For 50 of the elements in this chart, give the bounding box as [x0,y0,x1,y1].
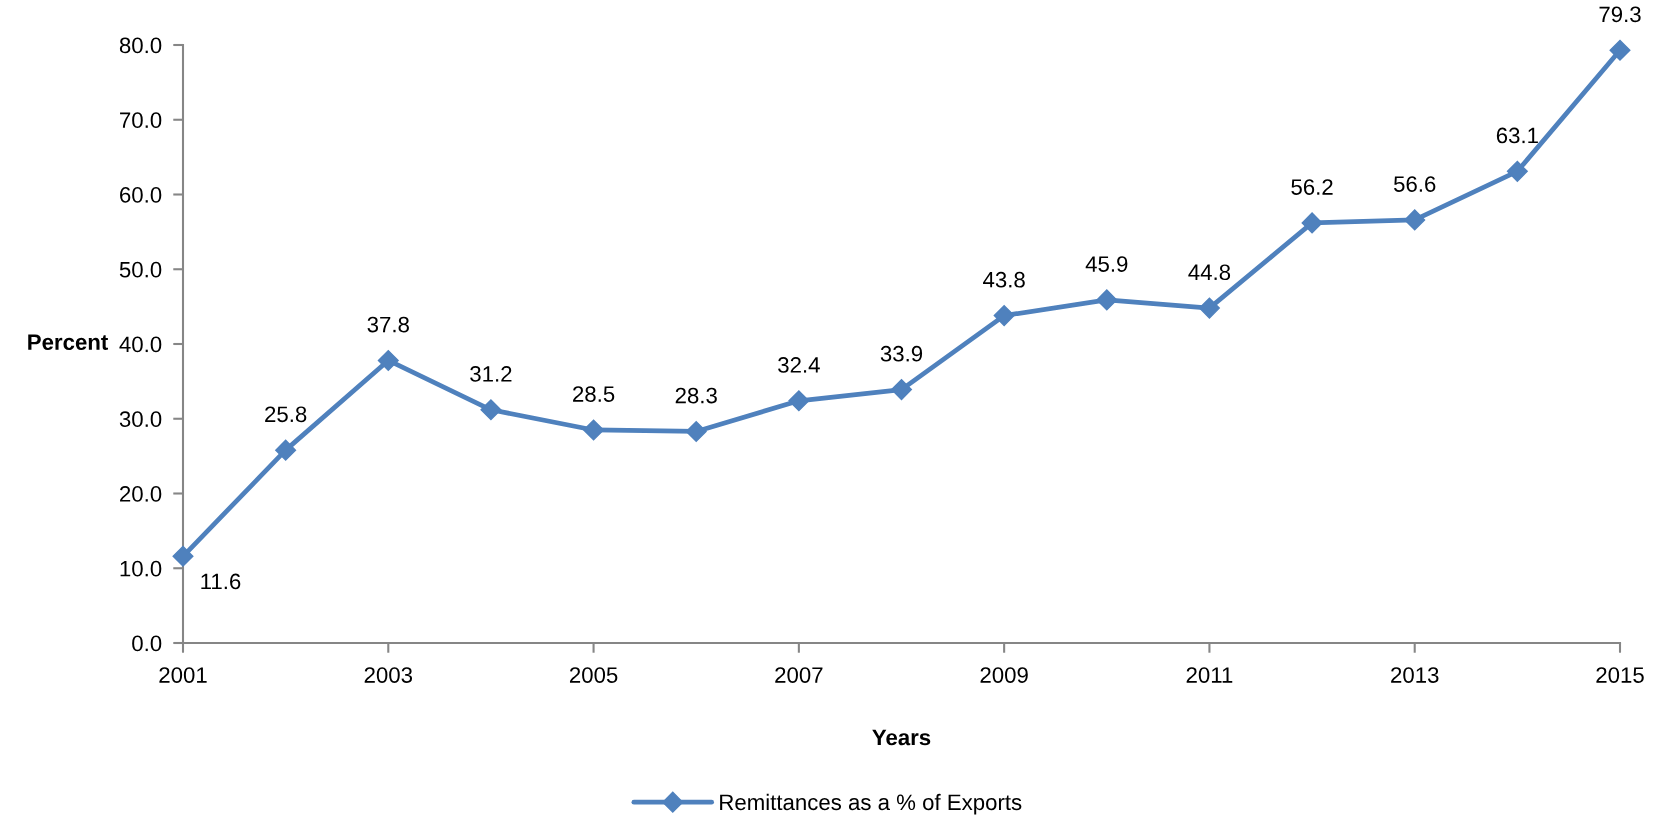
point [1609,39,1631,61]
point [1506,160,1528,182]
point [480,399,502,421]
point [1096,289,1118,311]
point [377,349,399,371]
data-label: 45.9 [1085,256,1128,272]
y-axis-title: Percent [28,334,109,350]
data-label: 63.1 [1496,127,1538,144]
x-axis-title: Years [872,729,931,746]
point [890,379,913,401]
x-tick-label: 2001 [159,667,207,683]
y-tick-label: 80.0 [119,37,162,54]
data-label: 11.6 [201,573,241,590]
point [993,305,1015,327]
y-tick-label: 60.0 [120,187,162,203]
data-label: 56.6 [1393,176,1436,192]
x-tick-label: 2007 [775,667,823,683]
data-label: 33.9 [880,345,923,362]
legend-label: Remittances as a % of Exports [720,793,1022,815]
point [275,439,297,461]
y-tick-label: 40.0 [119,336,162,353]
x-tick-label: 2003 [364,667,413,683]
x-tick-label: 2009 [980,667,1028,683]
point [1404,209,1426,231]
data-label: 28.5 [573,386,615,402]
data-label: 43.8 [983,271,1025,288]
x-tick-label: 2005 [569,667,618,683]
data-label: 32.4 [778,357,820,373]
point [788,390,810,412]
y-tick-label: 10.0 [120,560,162,577]
data-label: 28.3 [675,387,717,404]
x-tick-label: 2013 [1391,667,1439,683]
point [1301,212,1323,234]
x-tick-label: 2015 [1596,667,1644,683]
point [1198,297,1220,319]
y-tick-label: 70.0 [120,112,162,129]
point [685,420,707,442]
point [172,545,194,567]
data-label: 79.3 [1599,6,1641,23]
x-tick-label: 2011 [1186,667,1233,683]
data-label: 25.8 [265,406,307,423]
data-label: 31.2 [470,366,512,382]
data-label: 37.8 [367,316,409,333]
y-tick-label: 50.0 [119,261,162,278]
data-label: 44.8 [1188,264,1231,281]
y-tick-label: 20.0 [120,486,162,502]
y-tick-label: 30.0 [119,411,162,428]
data-label: 56.2 [1291,179,1333,195]
y-tick-label: 0.0 [132,635,162,652]
point [583,419,605,441]
